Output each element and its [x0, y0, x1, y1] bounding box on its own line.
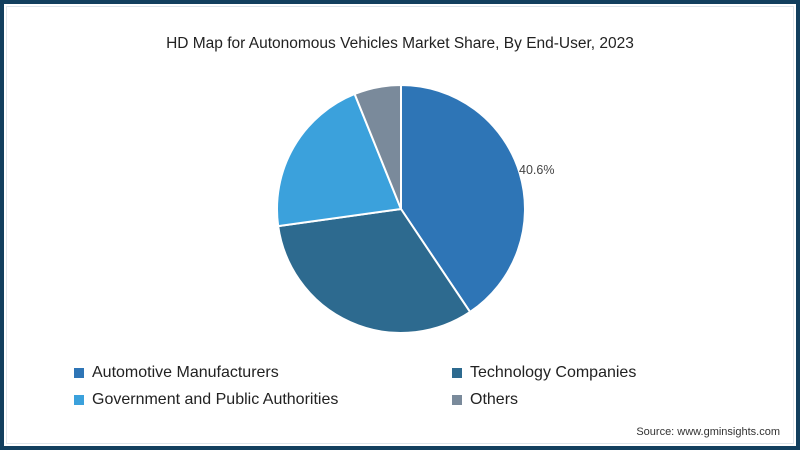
- pie-slice-automotive-manufacturers: [400, 83, 526, 314]
- legend-swatch-icon: [452, 368, 462, 378]
- legend-label: Technology Companies: [470, 364, 637, 381]
- legend-item-government: Government and Public Authorities: [74, 391, 452, 409]
- legend-swatch-icon: [452, 395, 462, 405]
- pie-slice-government-and-public-authorities: [276, 92, 403, 228]
- legend-label: Government and Public Authorities: [92, 391, 339, 408]
- legend-label: Automotive Manufacturers: [92, 364, 279, 381]
- legend-label: Others: [470, 391, 519, 408]
- legend-item-others: Others: [452, 391, 732, 409]
- chart-title: HD Map for Autonomous Vehicles Market Sh…: [166, 35, 634, 52]
- legend: Automotive Manufacturers Technology Comp…: [74, 364, 734, 409]
- legend-item-technology: Technology Companies: [452, 364, 732, 382]
- legend-item-automotive: Automotive Manufacturers: [74, 364, 452, 382]
- pie-slices: [276, 83, 526, 334]
- pie-slice-others: [353, 83, 402, 210]
- pie-slice-technology-companies: [277, 207, 472, 334]
- data-label-automotive: 40.6%: [519, 163, 554, 177]
- source-note: Source: www.gminsights.com: [636, 426, 780, 438]
- legend-swatch-icon: [74, 368, 84, 378]
- legend-swatch-icon: [74, 395, 84, 405]
